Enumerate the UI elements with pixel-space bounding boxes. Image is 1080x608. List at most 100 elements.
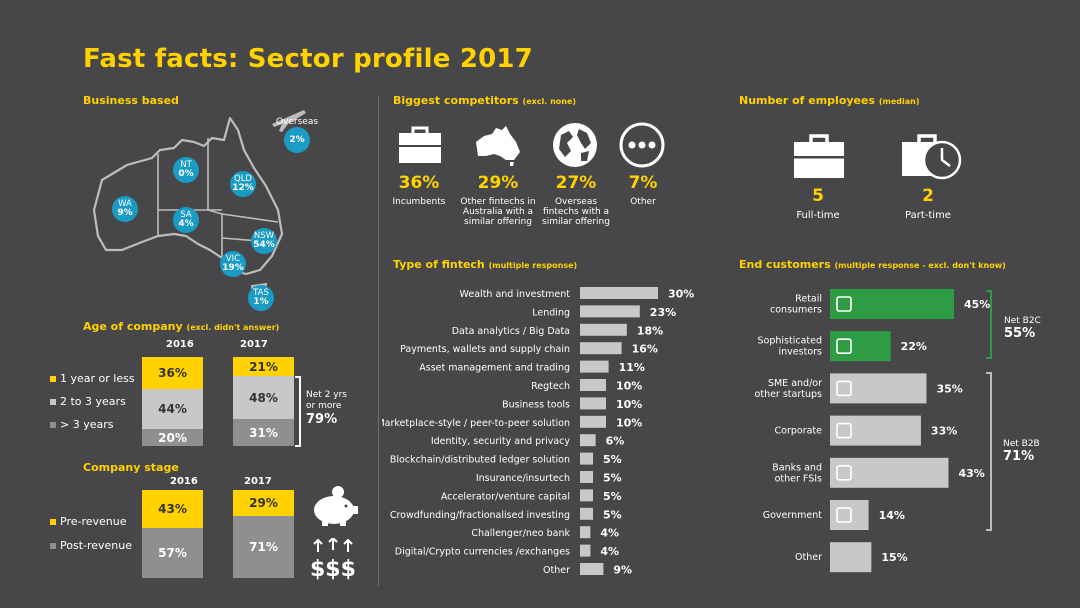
fintech-category-label: Accelerator/venture capital	[441, 491, 570, 502]
stage-year-2016: 2016	[170, 476, 198, 487]
fintech-value-label: 10%	[616, 416, 642, 429]
stage-legend-1: Pre-revenue	[50, 515, 127, 528]
region-overseas-bubble: 2%	[284, 127, 310, 153]
fintech-bar	[580, 489, 593, 502]
age-2016-seg-3: 20%	[142, 429, 203, 446]
net-b2c-value: 55%	[1004, 326, 1036, 341]
fintech-value-label: 10%	[616, 380, 642, 393]
svg-text:investors: investors	[779, 347, 823, 358]
fintech-value-label: 10%	[616, 398, 642, 411]
customer-value-label: 35%	[936, 382, 962, 395]
customer-value-label: 14%	[879, 509, 905, 522]
fintech-bar	[580, 434, 596, 447]
fintech-category-label: Wealth and investment	[460, 289, 571, 300]
competitor-2-label: Other fintechs in Australia with a simil…	[460, 197, 536, 227]
fintech-value-label: 23%	[650, 306, 676, 319]
fintech-category-label: Asset management and trading	[419, 363, 570, 374]
fintech-bar-chart: Wealth and investment 30% Lending 23% Data a…	[382, 287, 694, 577]
fintech-bar	[580, 526, 591, 539]
fintech-value-label: 4%	[600, 545, 619, 558]
fintech-category-label: Other	[543, 565, 570, 576]
employees-part-time-num: 2	[922, 186, 934, 206]
competitor-4-label: Other	[630, 197, 656, 207]
fintech-category-label: Digital/Crypto currencies /exchanges	[395, 547, 570, 558]
fintech-bar	[580, 379, 606, 391]
net-b2c-label: Net B2C	[1004, 316, 1041, 326]
fintech-value-label: 6%	[606, 435, 625, 448]
customer-bar	[830, 542, 872, 573]
region-overseas-name: Overseas	[275, 117, 319, 127]
age-legend-2: 2 to 3 years	[50, 395, 126, 408]
shopping-bag-icon	[836, 296, 852, 312]
fintech-category-label: Insurance/insurtech	[476, 473, 570, 484]
svg-text:Corporate: Corporate	[775, 426, 823, 437]
stage-2016-seg-2: 57%	[142, 528, 203, 578]
svg-text:Retail: Retail	[795, 294, 822, 305]
region-nsw: NSW 54%	[251, 228, 277, 254]
svg-text:Other: Other	[795, 552, 822, 563]
region-qld: QLD 12%	[230, 171, 256, 197]
customer-bar	[830, 331, 891, 362]
divider-left	[378, 96, 379, 586]
competitor-1-pct: 36%	[398, 173, 440, 193]
fintech-category-label: Lending	[532, 307, 570, 318]
stage-legend-2: Post-revenue	[50, 539, 132, 552]
competitor-1-label: Incumbents	[392, 197, 446, 207]
fintech-value-label: 30%	[668, 288, 694, 301]
fintech-value-label: 5%	[603, 472, 622, 485]
fintech-bar	[580, 563, 604, 575]
fintech-category-label: Business tools	[502, 399, 570, 410]
employees-full-time-num: 5	[812, 186, 824, 206]
money-plant-icon	[836, 338, 852, 355]
region-tas: TAS 1%	[248, 285, 274, 311]
customer-value-label: 33%	[931, 425, 957, 438]
fintech-value-label: 5%	[603, 453, 622, 466]
part-time-briefcase-clock-icon	[902, 134, 962, 180]
svg-text:Government: Government	[763, 510, 823, 521]
region-sa: SA 4%	[173, 207, 199, 233]
customers-heading: End customers (multiple response - excl.…	[739, 258, 1006, 271]
fintech-bar	[580, 323, 627, 336]
age-heading: Age of company (excl. didn't answer)	[83, 320, 280, 333]
fintech-category-label: Challenger/neo bank	[471, 528, 570, 539]
fintech-category-label: Crowdfunding/fractionalised investing	[390, 510, 570, 521]
business-based-heading: Business based	[83, 94, 179, 107]
age-year-2016: 2016	[166, 339, 194, 350]
competitor-3-pct: 27%	[555, 173, 597, 193]
stage-2017-seg-1: 29%	[233, 490, 294, 516]
fintech-category-label: Payments, wallets and supply chain	[400, 344, 570, 355]
fintech-category-label: Marketplace-style / peer-to-peer solutio…	[382, 418, 570, 429]
fintech-category-label: Regtech	[531, 381, 570, 392]
fintech-bar	[580, 471, 593, 483]
age-legend-1: 1 year or less	[50, 372, 135, 385]
fintech-heading: Type of fintech (multiple response)	[393, 258, 578, 271]
customer-bar	[830, 415, 921, 446]
customer-bar	[830, 500, 869, 530]
full-time-briefcase-icon	[794, 134, 844, 178]
svg-text:Banks and: Banks and	[772, 462, 822, 473]
customer-value-label: 15%	[881, 551, 907, 564]
customer-value-label: 45%	[964, 298, 990, 311]
fintech-category-label: Blockchain/distributed ledger solution	[390, 455, 570, 466]
b2b-bracket	[986, 372, 992, 531]
customer-bar	[830, 289, 954, 319]
stage-2017-seg-2: 71%	[233, 516, 294, 578]
age-2017-seg-3: 31%	[233, 419, 294, 446]
fintech-value-label: 9%	[613, 564, 632, 577]
briefcase-icon	[399, 126, 441, 163]
fintech-category-label: Data analytics / Big Data	[452, 326, 570, 337]
customer-category-label: Government	[763, 510, 823, 521]
competitor-3-label: Overseas fintechs with a similar offerin…	[542, 197, 610, 227]
age-2016-seg-2: 44%	[142, 389, 203, 429]
region-nt: NT 0%	[173, 157, 199, 183]
australia-icon	[476, 126, 520, 166]
piggy-bank-icon	[314, 486, 358, 526]
fintech-value-label: 5%	[603, 508, 622, 521]
age-net-value: 79%	[306, 412, 338, 427]
competitor-2-pct: 29%	[477, 173, 519, 193]
competitors-heading: Biggest competitors (excl. none)	[393, 94, 577, 107]
airplane-icon	[272, 110, 306, 132]
